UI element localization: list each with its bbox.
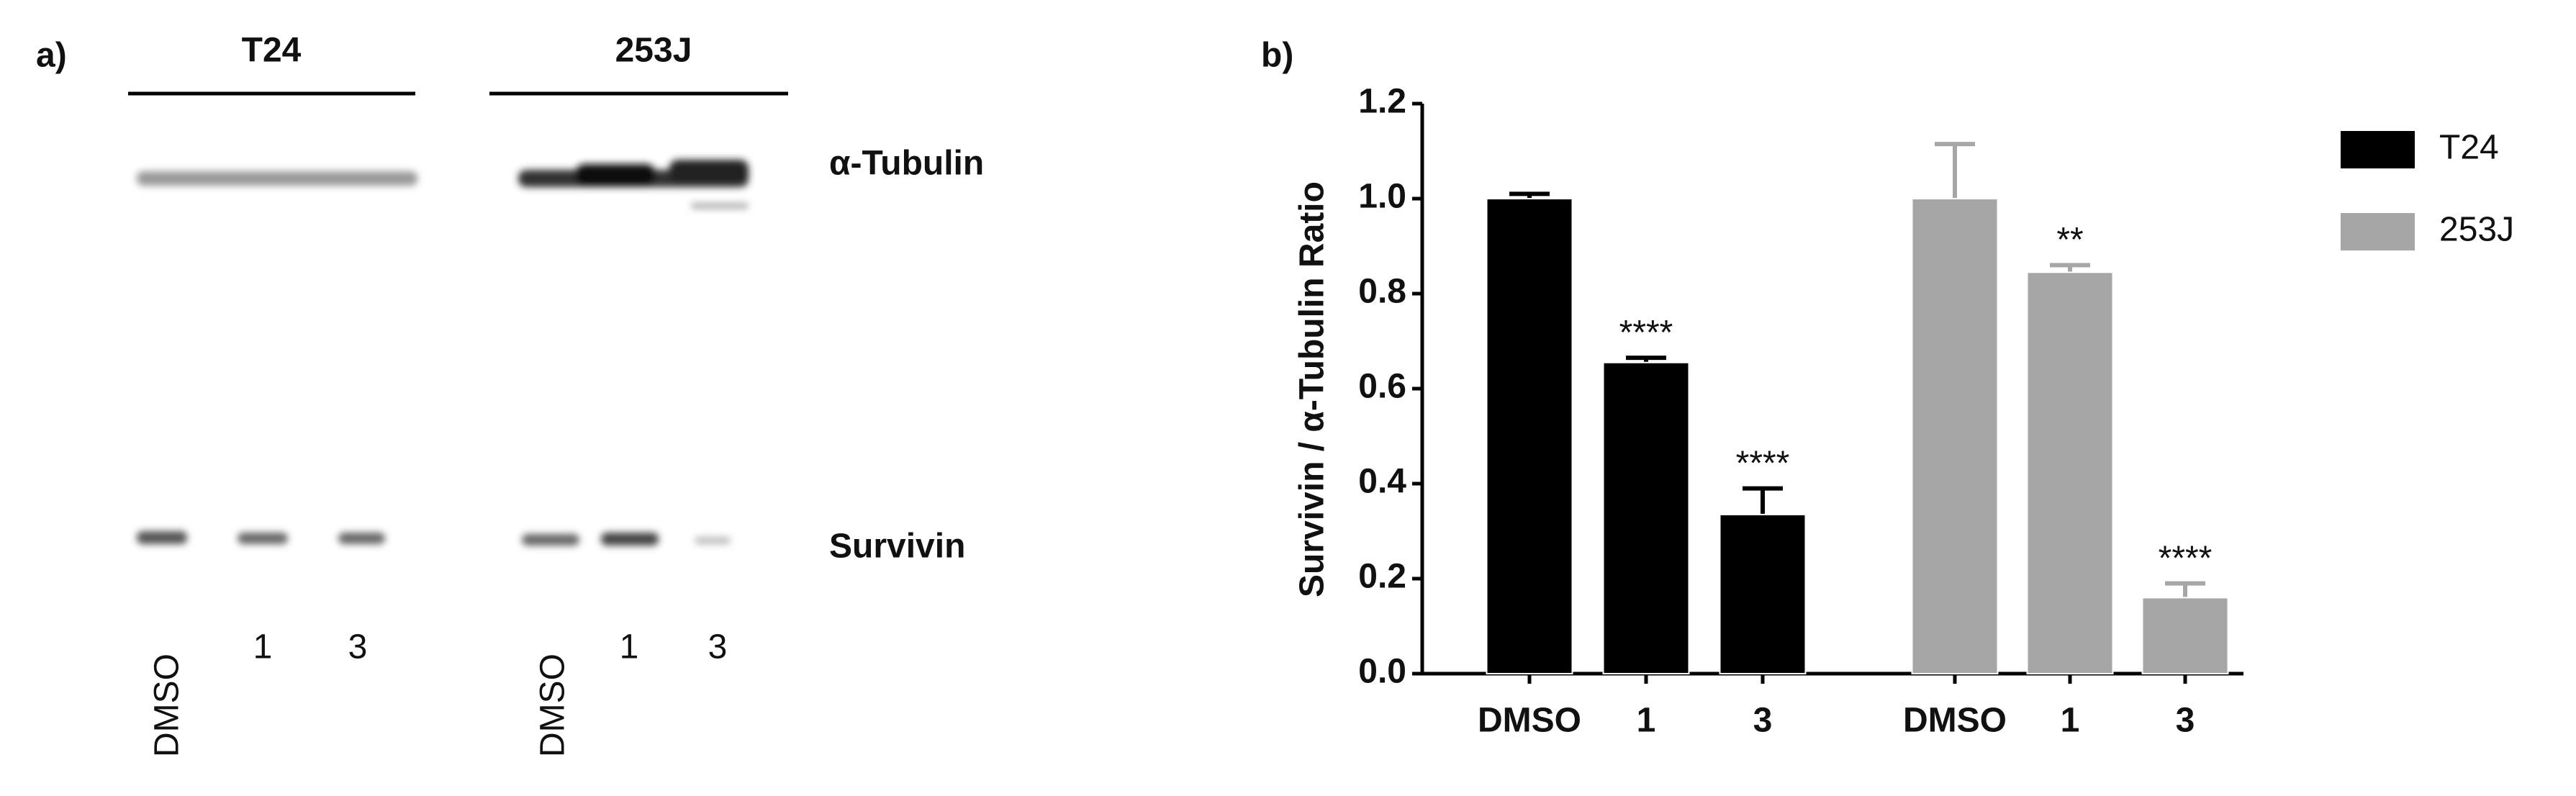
lane-label: 3 [348, 628, 368, 666]
bar [2026, 271, 2114, 674]
significance-label: ** [2056, 221, 2083, 259]
significance-label: **** [1619, 314, 1673, 352]
y-tick-label: 0.2 [1358, 558, 1406, 596]
bar [2141, 597, 2229, 675]
x-tick-label: 3 [1753, 702, 1773, 740]
y-tick-label: 0.4 [1358, 463, 1406, 501]
legend-label: 253J [2439, 211, 2514, 249]
group-label: 253J [615, 32, 692, 70]
y-tick-label: 1.0 [1358, 178, 1406, 216]
band-label: Survivin [829, 528, 965, 566]
significance-label: **** [1736, 444, 1790, 482]
y-tick-label: 1.2 [1358, 83, 1406, 121]
band-label: α-Tubulin [829, 145, 984, 183]
x-tick-label: 3 [2176, 702, 2195, 740]
lane-label: 1 [253, 628, 273, 666]
x-tick-label: 1 [1637, 702, 1656, 740]
significance-label: **** [2159, 539, 2213, 577]
lane-label: 1 [620, 628, 639, 666]
lane-label: DMSO [148, 653, 186, 757]
bar [1719, 513, 1807, 675]
y-tick-label: 0.0 [1358, 653, 1406, 691]
panel-label: b) [1261, 37, 1293, 75]
group-label: T24 [242, 32, 302, 70]
y-axis-label: Survivin / α-Tubulin Ratio [1293, 181, 1332, 597]
legend-swatch [2341, 213, 2415, 250]
bar [1486, 198, 1573, 674]
y-tick-label: 0.8 [1358, 273, 1406, 311]
legend-swatch [2341, 131, 2415, 168]
bar [1602, 361, 1690, 674]
x-tick-label: DMSO [1478, 702, 1581, 740]
panel-label: a) [36, 37, 67, 75]
y-tick-label: 0.6 [1358, 368, 1406, 406]
blot-image [137, 160, 749, 546]
legend-label: T24 [2439, 129, 2499, 167]
lane-label: DMSO [534, 653, 572, 757]
x-tick-label: DMSO [1903, 702, 2007, 740]
bar [1911, 198, 1999, 674]
lane-label: 3 [708, 628, 728, 666]
x-tick-label: 1 [2061, 702, 2080, 740]
